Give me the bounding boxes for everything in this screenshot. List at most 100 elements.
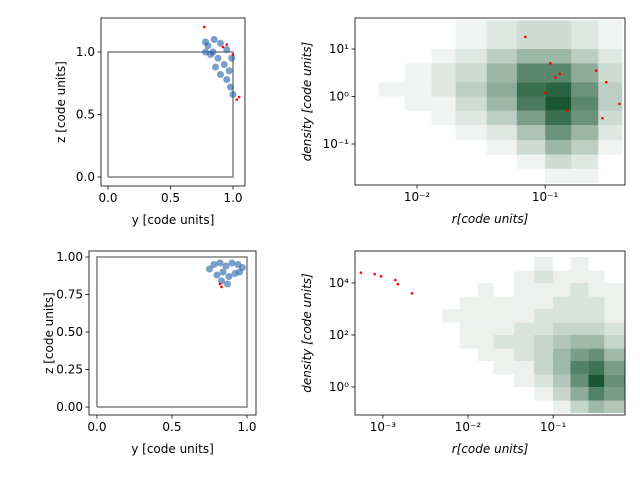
point: [223, 46, 231, 53]
hist-cell: [598, 63, 623, 83]
hist-cell: [604, 361, 625, 375]
hist-cell: [378, 140, 404, 154]
hist-cell: [570, 309, 589, 323]
hist-cell: [604, 271, 625, 283]
point: [228, 259, 236, 267]
hist-cell: [534, 282, 554, 297]
hist-cell: [442, 387, 459, 401]
hist-cell: [432, 155, 456, 169]
hist-cell: [598, 49, 623, 64]
hist-cell: [459, 296, 478, 310]
y-axis-label: density [code units]: [300, 273, 314, 393]
hist-cell: [571, 154, 599, 169]
hist-cell: [442, 335, 459, 349]
hist-cell: [478, 257, 494, 271]
hist-cell: [514, 322, 535, 336]
hist-cell: [359, 125, 379, 140]
hist-cell: [545, 96, 572, 111]
hist-cell: [455, 110, 487, 126]
hist-cell: [553, 361, 571, 375]
point: [225, 273, 233, 281]
y-axis-label: z [code units]: [54, 61, 68, 143]
point: [601, 116, 604, 120]
hist-cell: [553, 309, 571, 323]
hist-cell: [570, 296, 589, 310]
y-tick-label: 0.50: [56, 325, 83, 339]
hist-cell: [455, 82, 487, 97]
y-tick-label: 0.0: [76, 170, 95, 184]
hist-cell: [359, 49, 379, 63]
hist-cell: [477, 348, 494, 362]
plot-area: [359, 20, 623, 184]
hist-cell: [514, 374, 535, 388]
hist-cell: [604, 282, 625, 297]
x-tick-label: 0.0: [98, 191, 117, 205]
hist-cell: [486, 110, 517, 126]
hist-cell: [534, 322, 554, 336]
hist-cell: [604, 348, 625, 362]
y-tick-label: 10²: [329, 328, 349, 342]
hist-cell: [571, 49, 599, 64]
hist-cell: [478, 387, 494, 401]
point: [228, 54, 236, 62]
hist-cell: [405, 125, 432, 140]
point: [220, 61, 228, 68]
hist-cell: [493, 296, 515, 310]
hist-cell: [570, 374, 589, 388]
hist-cell: [534, 335, 554, 349]
hist-cell: [570, 387, 589, 401]
point: [217, 71, 224, 78]
x-axis-label: y [code units]: [132, 213, 215, 227]
subplot: 0.0 0.5 1.0 0.00 0.25 0.50 0.75 1.00 y [code uni…: [42, 250, 257, 456]
hist-cell: [598, 82, 623, 97]
hist-cell: [570, 400, 589, 414]
hist-cell: [516, 63, 546, 83]
hist-cell: [571, 82, 599, 97]
point: [223, 76, 231, 83]
hist-cell: [442, 271, 459, 283]
hist-cell: [404, 96, 432, 111]
hist-cell: [553, 348, 571, 362]
hist-cell: [431, 63, 456, 83]
hist-cell: [588, 400, 605, 414]
hist-cell: [487, 169, 517, 183]
hist-cell: [456, 155, 487, 169]
hist-cell: [459, 335, 478, 349]
hist-cell: [494, 401, 515, 413]
hist-cell: [588, 335, 605, 349]
point: [219, 268, 227, 276]
hist-cell: [570, 348, 589, 362]
hist-cell: [514, 309, 535, 323]
point: [221, 45, 225, 49]
hist-cell: [553, 387, 571, 401]
hist-cell: [486, 82, 517, 97]
hist-cell: [378, 125, 404, 140]
hist-cell: [588, 348, 605, 362]
x-axis-label: r[code units]: [452, 212, 529, 226]
hist-cell: [571, 110, 599, 126]
hist-cell: [460, 361, 478, 375]
point: [549, 62, 552, 65]
hist-cell: [571, 168, 599, 184]
hist-cell: [477, 296, 494, 310]
hist-cell: [571, 96, 599, 111]
hist-cell: [598, 155, 622, 169]
x-tick-label: 0.0: [87, 420, 106, 434]
hist-cell: [545, 125, 572, 141]
point: [202, 25, 206, 29]
box-line: [96, 256, 248, 408]
hist-cell: [493, 361, 515, 375]
hist-cell: [553, 322, 571, 336]
hist-cell: [477, 282, 494, 297]
hist-cell: [534, 256, 554, 271]
y-tick-label: 0.25: [56, 363, 83, 377]
box-line: [107, 51, 234, 178]
point: [229, 91, 237, 98]
hist-cell: [494, 283, 515, 297]
hist-cell: [604, 400, 625, 414]
hist-cell: [604, 387, 625, 401]
hist-cell: [570, 282, 589, 297]
hist-cell: [570, 361, 589, 375]
point: [379, 275, 383, 278]
hist-cell: [432, 125, 456, 140]
